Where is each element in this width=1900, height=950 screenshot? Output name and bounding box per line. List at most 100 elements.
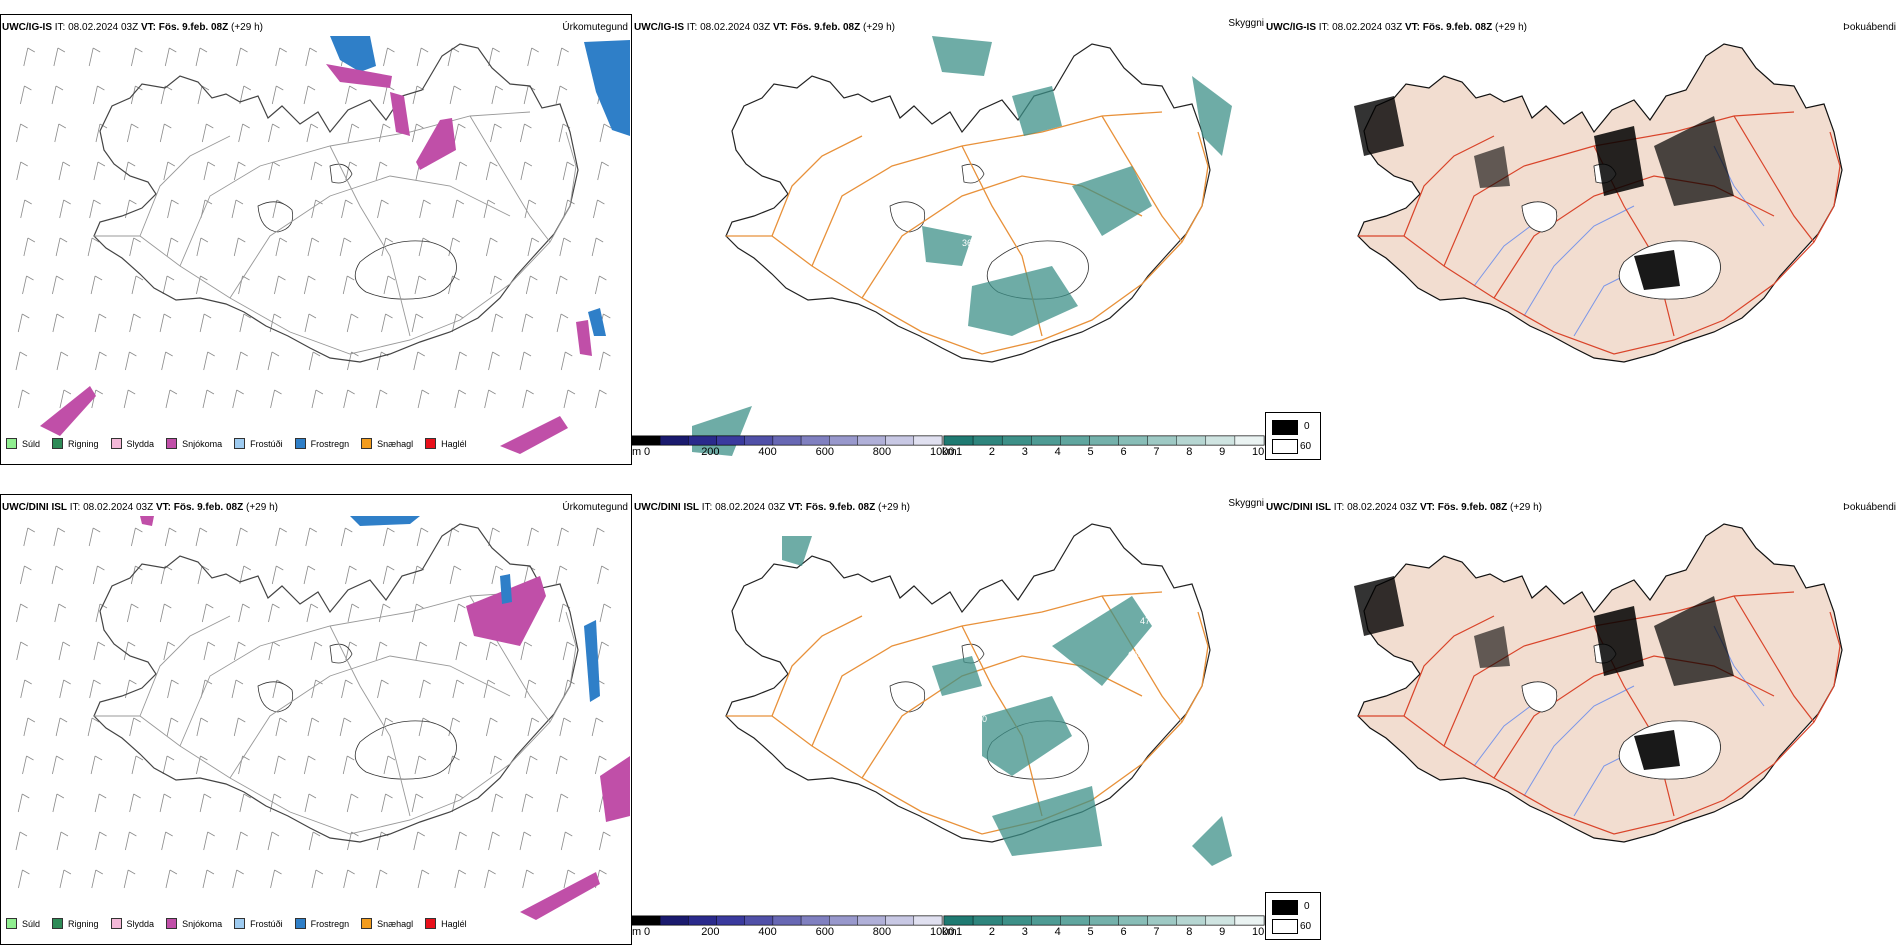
colorbar-cell (659, 435, 689, 446)
wind-barb-flag (349, 565, 357, 571)
wind-barb-flag (57, 527, 66, 533)
wind-barb (378, 123, 384, 143)
elevation-unit: m (632, 926, 642, 938)
vt-label: VT: (1419, 502, 1435, 513)
legend-item: Haglél (425, 918, 467, 929)
wind-barb (162, 275, 168, 295)
wind-barb (197, 565, 203, 585)
wind-barb (520, 641, 526, 661)
road-line (94, 611, 577, 835)
colorbar-tick-label: 1 (956, 926, 963, 938)
wind-barb (239, 313, 245, 333)
wind-barb (346, 313, 352, 333)
wind-barb-flag (452, 237, 461, 243)
wind-barb-flag (238, 161, 246, 167)
wind-barb (375, 641, 381, 661)
wind-barb (126, 123, 132, 143)
legend-label: Súld (22, 918, 41, 929)
wind-barb (559, 237, 565, 257)
wind-barb-flag (129, 351, 137, 357)
wind-barb-flag (452, 755, 460, 761)
wind-barb-flag (242, 603, 250, 609)
wind-barb (520, 123, 525, 143)
wind-barb (311, 869, 317, 889)
wind-barb (231, 199, 237, 219)
wind-barb-flag (63, 679, 71, 685)
vt-value: Fös. 9.feb. 08Z (1422, 22, 1493, 33)
wind-barb-flag (240, 831, 248, 837)
wind-barb-flag (416, 603, 424, 609)
wind-barb (308, 831, 314, 851)
wind-barb-flag (206, 389, 215, 395)
wind-barb-flag (495, 793, 504, 799)
wind-barb-flag (452, 275, 460, 281)
precip-type-panel-2: UWC/DINI ISL IT: 08.02.2024 03Z VT: Fös.… (0, 480, 632, 945)
wind-barb (131, 47, 136, 67)
legend-item: Frostregn (294, 438, 350, 449)
wind-barb (269, 313, 275, 333)
wind-barb (20, 85, 25, 105)
wind-barb (525, 755, 531, 775)
lead-time: (+29 h) (1510, 502, 1542, 513)
wind-barb-flag (165, 831, 173, 837)
wind-barb (414, 275, 420, 295)
wind-barb-flag (601, 641, 609, 647)
road-line (229, 175, 511, 299)
wind-barb-flag (200, 755, 208, 761)
wind-barb-flag (566, 161, 575, 167)
wind-barb (595, 389, 600, 409)
it-value: 08.02.2024 03Z (1332, 22, 1403, 33)
colorbar-cell (1205, 915, 1236, 926)
wind-barb-flag (567, 389, 576, 395)
wind-barb (17, 793, 23, 813)
wind-barb-flag (135, 47, 143, 53)
colorbar-tick-label: 7 (1153, 446, 1160, 458)
road-line (329, 145, 411, 337)
wind-barb-flag (492, 527, 500, 533)
it-label: IT: (1333, 502, 1345, 513)
wind-barb (560, 831, 566, 851)
colorbar-tick-label: 800 (872, 446, 892, 458)
legend-label: Frostregn (310, 438, 350, 449)
wind-barb (491, 565, 497, 585)
wind-barb-flag (167, 641, 176, 647)
wind-barb-flag (169, 47, 177, 53)
wind-barb-flag (22, 793, 30, 799)
wind-barb-flag (490, 717, 498, 723)
wind-barb (593, 199, 598, 219)
wind-barb (268, 603, 273, 623)
wind-barb (524, 199, 530, 219)
vt-value: Fös. 9.feb. 08Z (1437, 502, 1508, 513)
wind-barb-flag (271, 831, 280, 837)
wind-barb (304, 313, 310, 333)
visibility-area (932, 656, 982, 696)
wind-barb (447, 47, 453, 67)
wind-barb-flag (279, 527, 287, 533)
colorbar-cell (716, 915, 745, 926)
colorbar-cell (1031, 435, 1061, 446)
colorbar-cell (1234, 435, 1265, 446)
wind-barb-flag (349, 641, 358, 647)
wind-barb (267, 351, 273, 371)
wind-barb-flag (423, 679, 431, 685)
wind-barb (129, 237, 135, 257)
wind-barb (93, 641, 99, 661)
wind-barb-flag (272, 161, 280, 167)
wind-barb (455, 831, 461, 851)
wind-barb-flag (273, 793, 282, 799)
wind-barb (95, 831, 100, 851)
fog-legend: 0 60 (1265, 412, 1321, 460)
wind-barb (340, 527, 346, 547)
visibility-area (1052, 596, 1152, 686)
colorbar-tick-label: 1 (956, 446, 963, 458)
wind-barb (307, 717, 313, 737)
road-line (179, 111, 531, 267)
wind-barb-flag (171, 199, 179, 205)
wind-barb-flag (415, 793, 424, 799)
wind-barb (527, 527, 533, 547)
colorbar-tick-label: 200 (701, 926, 720, 938)
vt-value: Fös. 9.feb. 08Z (173, 502, 244, 513)
wind-barb-flag (91, 717, 100, 723)
wind-barb (164, 527, 170, 547)
wind-barb (166, 717, 172, 737)
